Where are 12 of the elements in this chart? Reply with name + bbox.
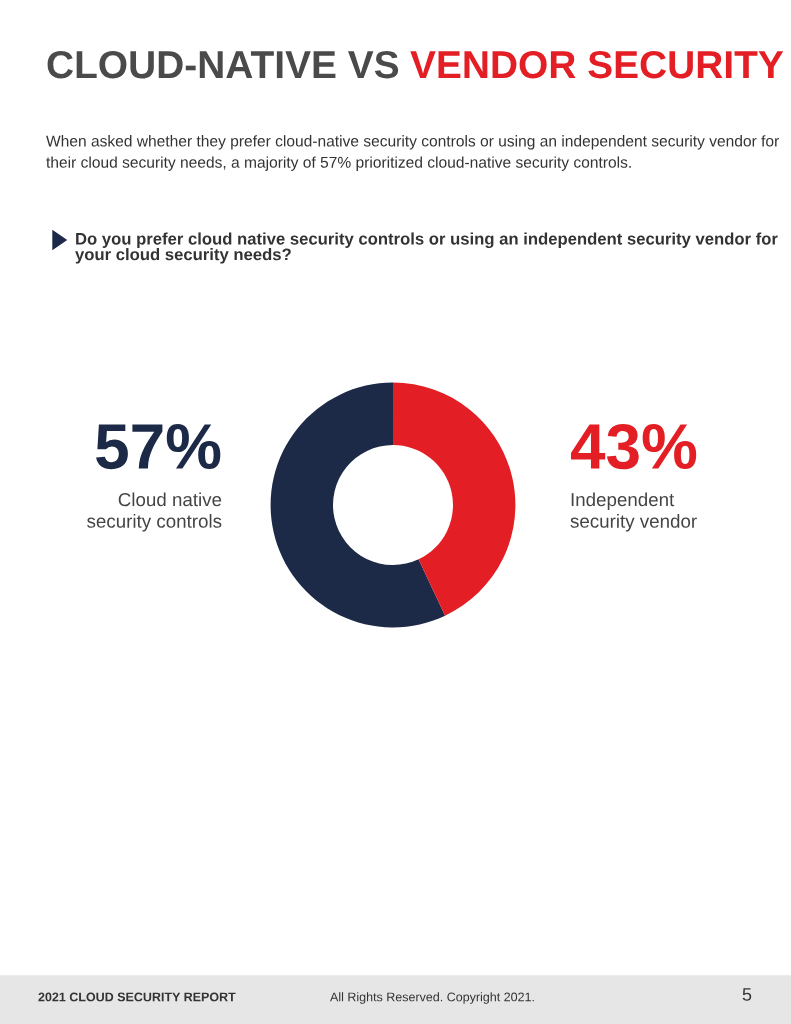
data-label: 43% xyxy=(570,423,697,470)
text: All Rights Reserved. Copyright 2021. xyxy=(330,992,534,1004)
slice-label: Independent security vendor xyxy=(570,492,697,532)
text: 2021 CLOUD SECURITY REPORT xyxy=(38,992,236,1002)
donut-slice xyxy=(270,382,446,628)
donut-slice xyxy=(393,382,516,616)
chart-subtitle: When asked whether they prefer cloud-native security controls or using an independent security vendor for their cloud security needs, a majority of 57% prioritized cloud-native security controls. xyxy=(46,135,779,171)
text: Do you prefer cloud native security controls or using an independent security vendor for your cloud security needs? xyxy=(75,232,778,264)
slice-label: Cloud native security controls xyxy=(87,492,222,532)
data-label: 57% xyxy=(96,424,221,470)
chart-title: CLOUD-NATIVE VS VENDOR SECURITY xyxy=(47,50,784,79)
text: 5 xyxy=(742,988,752,1001)
